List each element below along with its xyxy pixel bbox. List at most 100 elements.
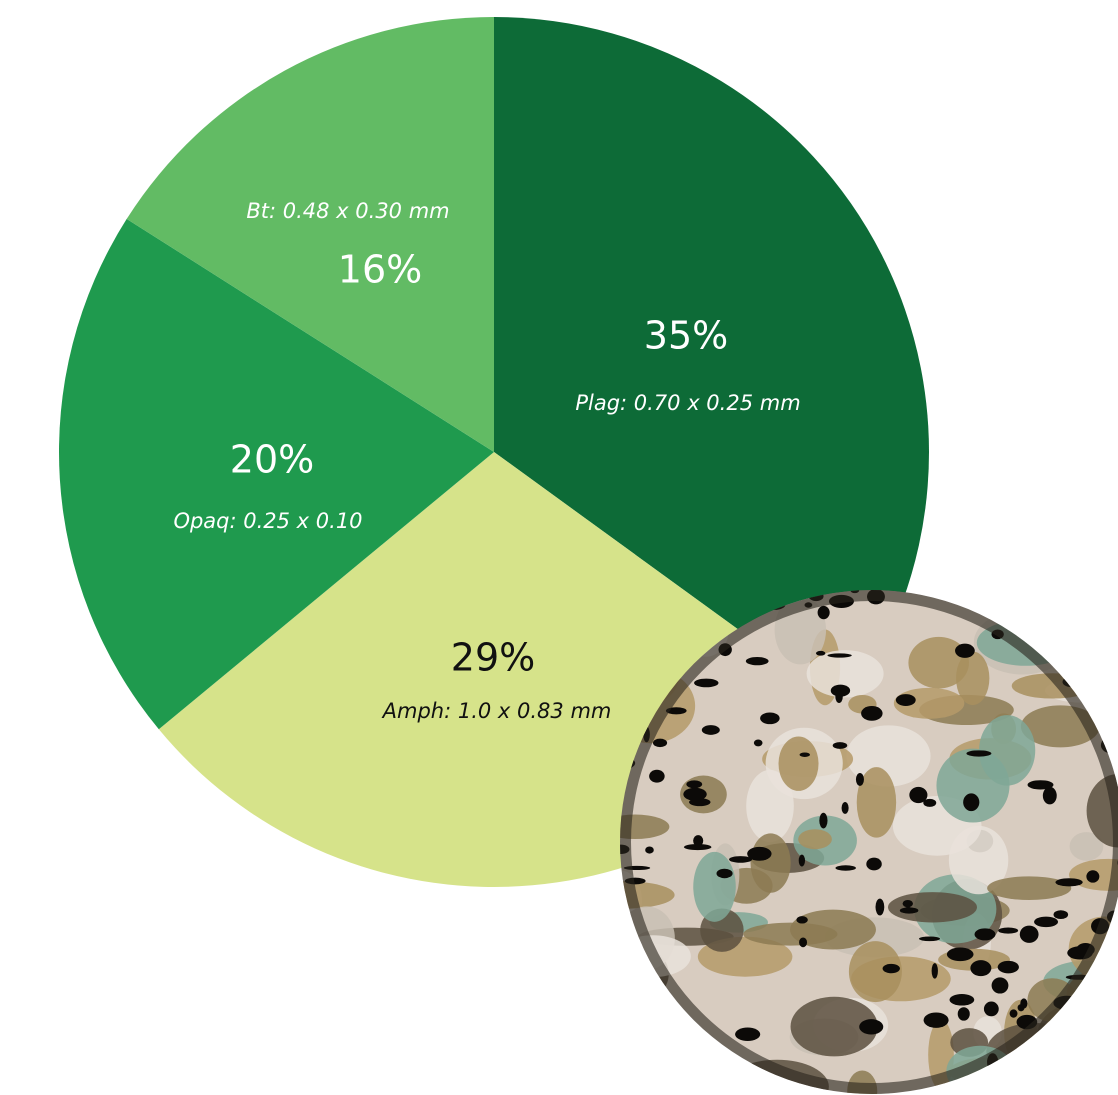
opaque-grain [903, 906, 913, 913]
opaque-grain [695, 1033, 706, 1043]
value-label: 35% [644, 314, 728, 358]
opaque-grain [835, 690, 843, 704]
opaque-grain [957, 1007, 970, 1021]
opaque-grain [923, 1012, 949, 1028]
opaque-grain [1079, 1086, 1099, 1094]
opaque-grain [694, 678, 719, 688]
opaque-grain [983, 1001, 999, 1017]
opaque-grain [931, 963, 938, 979]
opaque-grain [1034, 916, 1059, 928]
category-label: Plag: 0.70 x 0.25 mm [575, 391, 800, 415]
opaque-grain [859, 1019, 884, 1035]
mineral-grain [979, 715, 1036, 786]
opaque-grain [832, 742, 848, 749]
opaque-grain [652, 738, 668, 748]
opaque-grain [827, 653, 852, 658]
opaque-grain [735, 1027, 761, 1042]
opaque-grain [1027, 780, 1054, 790]
value-label: 20% [230, 438, 314, 482]
opaque-grain [799, 752, 810, 757]
opaque-grain [819, 812, 828, 829]
opaque-grain [693, 835, 704, 847]
opaque-grain [798, 854, 806, 867]
opaque-grain [729, 856, 753, 863]
opaque-grain [866, 857, 882, 871]
opaque-grain [1020, 998, 1028, 1009]
opaque-grain [817, 605, 830, 620]
mineral-grain [620, 1063, 647, 1094]
mineral-grain [790, 996, 878, 1057]
opaque-grain [895, 694, 916, 707]
mineral-grain [778, 736, 819, 791]
pie-slice [59, 218, 494, 730]
opaque-grain [861, 705, 883, 721]
opaque-grain [998, 927, 1019, 934]
opaque-grain [855, 772, 864, 786]
mineral-grain [1083, 1060, 1113, 1082]
value-label: 29% [451, 636, 535, 680]
opaque-grain [992, 1075, 1014, 1084]
opaque-grain [841, 801, 849, 814]
value-label: 16% [338, 248, 422, 292]
opaque-grain [753, 739, 763, 747]
opaque-grain [991, 977, 1009, 994]
mineral-grain [1086, 774, 1118, 848]
opaque-grain [997, 960, 1019, 974]
photo-vignette [620, 590, 1118, 1094]
mineral-grain [1043, 1012, 1118, 1045]
mineral-grain [1003, 1059, 1105, 1094]
opaque-grain [716, 868, 733, 879]
pie-slice [126, 17, 495, 452]
opaque-grain [923, 798, 937, 807]
mineral-grain [887, 892, 978, 923]
opaque-grain [946, 947, 974, 962]
category-label: Bt: 0.48 x 0.30 mm [246, 199, 449, 223]
opaque-grain [747, 846, 772, 861]
opaque-grain [796, 916, 808, 924]
mineral-grain [620, 814, 670, 840]
opaque-grain [1014, 590, 1023, 602]
opaque-grain [1019, 925, 1039, 943]
opaque-grain [815, 650, 826, 656]
opaque-grain [963, 793, 980, 812]
opaque-grain [1064, 1058, 1081, 1075]
opaque-grain [909, 786, 928, 804]
opaque-grain [955, 643, 975, 658]
opaque-grain [949, 994, 975, 1006]
opaque-grain [799, 937, 808, 948]
opaque-grain [684, 844, 712, 851]
mineral-grain [1069, 858, 1118, 891]
mineral-grain [987, 876, 1072, 901]
opaque-grain [649, 769, 665, 783]
opaque-grain [745, 656, 769, 666]
mineral-grain [1066, 590, 1102, 611]
category-label: Amph: 1.0 x 0.83 mm [381, 699, 612, 723]
opaque-grain [683, 787, 707, 801]
mineral-grain [750, 833, 791, 893]
opaque-grain [875, 898, 885, 916]
mineral-grain [1039, 641, 1103, 658]
opaque-grain [963, 1077, 989, 1092]
pie-slice [494, 17, 929, 708]
mineral-grain [848, 941, 902, 1003]
mineral-grain [856, 767, 897, 838]
opaque-grain [974, 928, 996, 941]
opaque-grain [882, 963, 900, 974]
opaque-grain [645, 846, 654, 854]
mineral-grain [1069, 832, 1104, 861]
opaque-grain [1053, 910, 1069, 920]
opaque-grain [1088, 616, 1100, 623]
opaque-grain [919, 936, 941, 942]
slice-labels: 35% Plag: 0.70 x 0.25 mm 29% Amph: 1.0 x 0.… [173, 199, 800, 723]
category-label: Opaq: 0.25 x 0.10 [173, 509, 362, 533]
mineral-grain [908, 636, 969, 689]
mineral-grain [798, 829, 832, 850]
mineral-grain [693, 851, 736, 922]
opaque-grain [701, 725, 720, 735]
opaque-grain [665, 707, 687, 715]
opaque-grain [1040, 1037, 1063, 1049]
mineral-grain [620, 1039, 644, 1069]
opaque-grain [631, 1061, 640, 1067]
opaque-grain [1077, 1045, 1085, 1060]
